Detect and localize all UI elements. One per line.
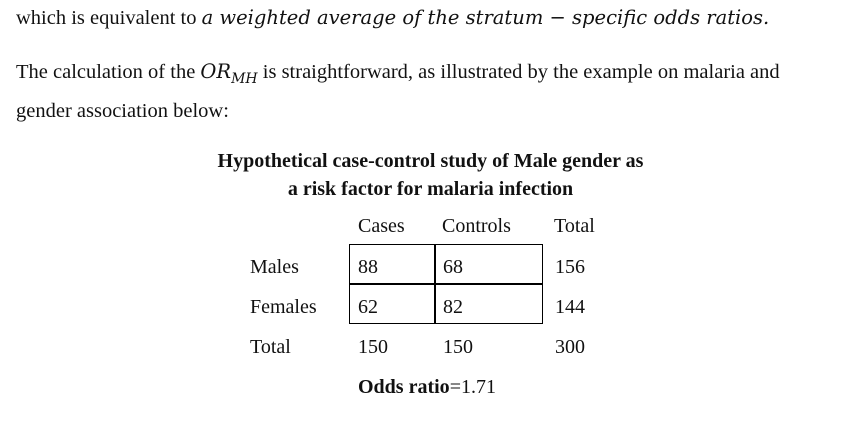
line2-prefix: The calculation of the — [16, 61, 196, 83]
column-header-cases: Cases — [358, 215, 405, 237]
males-total-value: 156 — [555, 256, 585, 278]
females-total-value: 144 — [555, 296, 585, 318]
females-controls-value: 82 — [443, 296, 463, 318]
grid-cell-males-controls — [434, 244, 543, 285]
females-cases-value: 62 — [358, 296, 378, 318]
or-mh-subscript: MH — [231, 71, 258, 87]
row-label-females: Females — [250, 296, 317, 318]
paragraph-line-2: The calculation of the ORMH is straightf… — [16, 60, 780, 87]
row-label-males: Males — [250, 256, 299, 278]
paragraph-line-3: gender association below: — [16, 100, 229, 123]
grid-cell-males-cases — [349, 244, 436, 285]
males-cases-value: 88 — [358, 256, 378, 278]
grand-total-value: 300 — [555, 336, 585, 358]
grid-cell-females-cases — [349, 283, 436, 324]
odds-ratio-label: Odds ratio — [358, 376, 450, 398]
row-label-total: Total — [250, 336, 291, 358]
line2-suffix: is straightforward, as illustrated by th… — [262, 61, 780, 83]
column-header-total: Total — [554, 215, 595, 237]
table-caption-line-1: Hypothetical case-control study of Male … — [217, 150, 644, 172]
or-mh-base: OR — [200, 60, 232, 83]
line1-prefix: which is equivalent to — [16, 7, 197, 29]
odds-ratio-value: =1.71 — [449, 376, 496, 398]
odds-ratio-result: Odds ratio=1.71 — [358, 376, 496, 399]
or-mh-symbol: ORMH — [200, 60, 257, 87]
grid-cell-females-controls — [434, 283, 543, 324]
paragraph-line-1: which is equivalent to a weighted averag… — [16, 6, 769, 30]
line3-text: gender association below: — [16, 100, 229, 122]
column-header-controls: Controls — [442, 215, 511, 237]
table-caption-line-2: a risk factor for malaria infection — [287, 178, 574, 200]
total-controls-value: 150 — [443, 336, 473, 358]
total-cases-value: 150 — [358, 336, 388, 358]
males-controls-value: 68 — [443, 256, 463, 278]
line1-math-expression: a weighted average of the stratum − spec… — [201, 6, 770, 29]
